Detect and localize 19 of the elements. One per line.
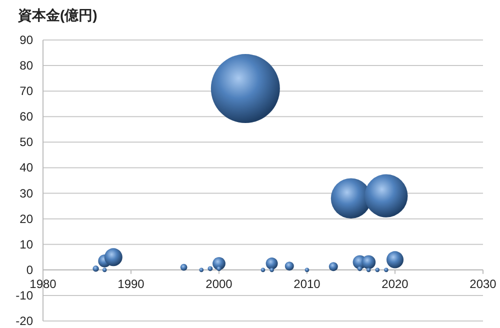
y-tick-label: 40 <box>20 160 34 175</box>
x-tick-label: 1990 <box>118 276 145 291</box>
y-tick-label: 50 <box>20 135 34 150</box>
y-tick-label: 0 <box>26 262 34 277</box>
x-tick-label: 2010 <box>294 276 321 291</box>
x-tick-label: 1980 <box>30 276 57 291</box>
y-tick-label: 20 <box>20 212 34 226</box>
y-tick-label: 60 <box>20 110 34 124</box>
y-tick-label: 80 <box>20 58 34 73</box>
y-tick-label: 30 <box>20 186 34 200</box>
y-tick-label: 90 <box>20 33 34 47</box>
y-axis-title: 資本金(億円) <box>17 7 98 23</box>
x-tick-label: 2030 <box>470 276 497 291</box>
x-tick-label: 2020 <box>382 276 409 291</box>
y-tick-label: -10 <box>16 288 34 302</box>
y-tick-label: -20 <box>16 314 34 328</box>
y-tick-label: 70 <box>20 84 34 98</box>
y-tick-label: 10 <box>20 237 34 252</box>
x-tick-label: 2000 <box>206 276 233 291</box>
